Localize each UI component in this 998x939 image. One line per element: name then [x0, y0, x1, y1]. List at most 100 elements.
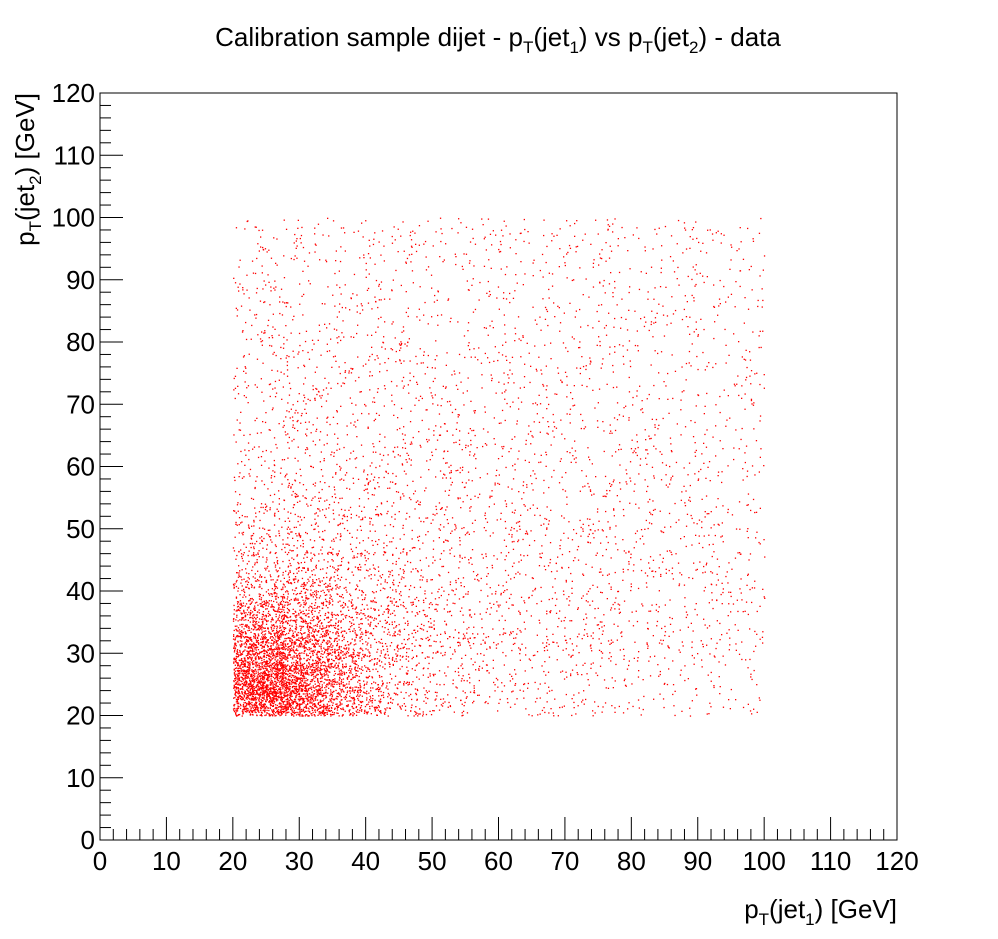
data-point [363, 692, 366, 694]
data-point [526, 610, 528, 612]
data-point [442, 457, 445, 460]
data-point [234, 536, 236, 538]
data-point [275, 552, 277, 554]
data-point [244, 692, 246, 694]
data-point [241, 634, 243, 636]
data-point [237, 636, 239, 638]
data-point [274, 707, 276, 710]
data-point [340, 658, 342, 660]
data-point [546, 310, 549, 313]
data-point [418, 244, 420, 246]
data-point [375, 540, 377, 543]
data-point [417, 536, 419, 538]
data-point [543, 565, 546, 567]
data-point [338, 311, 340, 313]
data-point [324, 714, 326, 717]
data-point [290, 332, 292, 334]
data-point [236, 625, 238, 627]
data-point [324, 529, 326, 532]
data-point [710, 511, 712, 513]
data-point [321, 712, 324, 715]
data-point [661, 531, 663, 533]
data-point [281, 619, 284, 621]
data-point [369, 695, 371, 697]
data-point [395, 658, 397, 660]
data-point [249, 684, 251, 686]
data-point [417, 715, 419, 717]
data-point [462, 392, 464, 394]
data-point [314, 604, 316, 606]
data-point [318, 651, 321, 653]
data-point [354, 458, 356, 460]
data-point [335, 473, 337, 475]
data-point [671, 553, 673, 556]
data-point [367, 427, 369, 429]
data-point [326, 434, 328, 436]
data-point [277, 646, 280, 648]
data-point [282, 708, 285, 711]
data-point [414, 710, 416, 713]
data-point [669, 550, 671, 552]
data-point [306, 692, 308, 694]
data-point [265, 569, 267, 571]
data-point [263, 656, 266, 658]
data-point [714, 534, 716, 537]
data-point [502, 448, 504, 450]
data-point [292, 634, 295, 637]
data-point [435, 705, 438, 707]
data-point [279, 608, 281, 610]
data-point [278, 530, 280, 532]
data-point [306, 668, 309, 670]
data-point [291, 416, 294, 418]
data-point [390, 380, 393, 383]
data-point [659, 673, 661, 676]
data-point [318, 688, 320, 690]
data-point [270, 600, 272, 602]
data-point [284, 431, 286, 433]
data-point [760, 217, 762, 220]
data-point [729, 417, 731, 419]
data-point [311, 349, 313, 351]
data-point [360, 566, 362, 568]
data-point [335, 632, 337, 634]
data-point [314, 590, 316, 592]
data-point [234, 282, 237, 284]
data-point [373, 494, 375, 496]
data-point [263, 659, 265, 661]
data-point [311, 663, 313, 666]
data-point [266, 548, 268, 550]
data-point [299, 524, 301, 526]
data-point [519, 528, 521, 530]
data-point [370, 690, 372, 692]
data-point [295, 669, 297, 671]
data-point [249, 680, 251, 683]
data-point [258, 694, 260, 696]
data-point [264, 633, 267, 635]
data-point [266, 686, 268, 688]
data-point [422, 576, 424, 578]
data-point [275, 443, 277, 446]
data-point [319, 705, 321, 707]
data-point [438, 537, 440, 539]
data-point [241, 644, 243, 646]
data-point [369, 623, 372, 625]
data-point [341, 306, 343, 309]
data-point [692, 227, 695, 229]
data-point [489, 587, 491, 589]
data-point [755, 645, 757, 647]
data-point [566, 642, 568, 644]
data-point [398, 681, 400, 683]
data-point [260, 698, 262, 701]
data-point [448, 701, 450, 704]
data-point [294, 412, 296, 414]
data-point [253, 689, 255, 691]
data-point [744, 452, 746, 454]
data-point [332, 683, 334, 685]
data-point [561, 566, 563, 569]
data-point [530, 615, 532, 617]
data-point [375, 688, 377, 691]
data-point [423, 624, 425, 627]
data-point [315, 699, 317, 701]
data-point [243, 610, 245, 613]
data-point [564, 639, 567, 642]
